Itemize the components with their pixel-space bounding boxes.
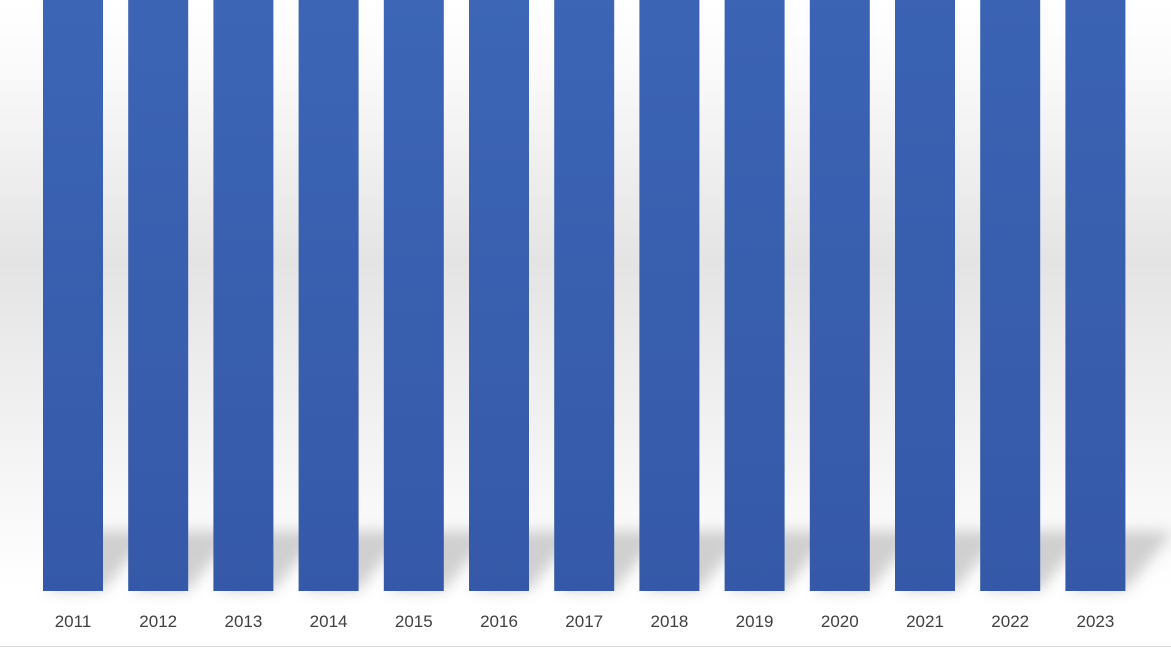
bar-2012 (128, 0, 189, 591)
x-tick-label-2016: 2016 (480, 612, 518, 631)
x-tick-label-2013: 2013 (224, 612, 262, 631)
x-tick-label-2019: 2019 (736, 612, 774, 631)
bar-2013 (213, 0, 274, 591)
bar-2019 (724, 0, 785, 591)
x-tick-label-2012: 2012 (139, 612, 177, 631)
bar-2014 (298, 0, 359, 591)
x-tick-label-2014: 2014 (310, 612, 348, 631)
x-tick-label-2017: 2017 (565, 612, 603, 631)
bar-2017 (554, 0, 615, 591)
bar-2018 (639, 0, 700, 592)
bar-2022 (980, 0, 1041, 591)
x-tick-label-2011: 2011 (55, 612, 92, 631)
bar-2015 (383, 0, 444, 591)
x-tick-label-2023: 2023 (1076, 612, 1114, 631)
bar-2021 (895, 0, 955, 592)
x-tick-label-2022: 2022 (991, 612, 1029, 631)
bar-2020 (809, 0, 870, 592)
x-tick-label-2018: 2018 (650, 612, 688, 631)
x-tick-label-2020: 2020 (821, 612, 859, 631)
bars (43, 0, 1126, 592)
bar-2016 (469, 0, 529, 592)
bar-2023 (1065, 0, 1126, 591)
x-axis-tick-labels: 2011 2012 2013 2014 2015 2016 2017 2018 2019 2020… (55, 612, 1115, 631)
bar-2011 (43, 0, 103, 591)
x-tick-label-2015: 2015 (395, 612, 433, 631)
x-tick-label-2021: 2021 (906, 612, 944, 631)
